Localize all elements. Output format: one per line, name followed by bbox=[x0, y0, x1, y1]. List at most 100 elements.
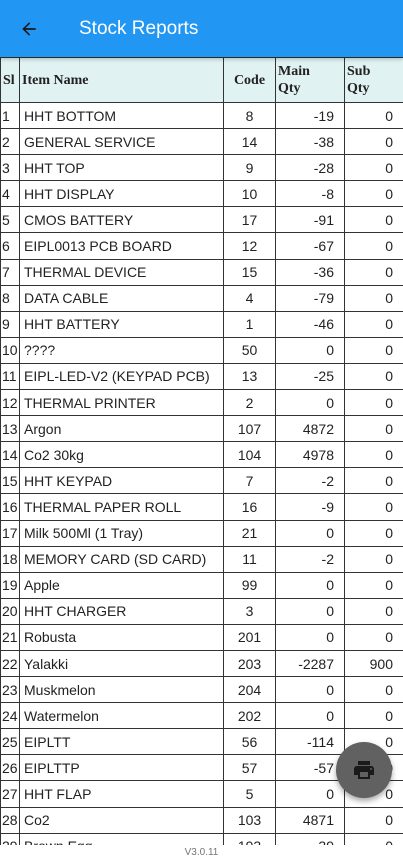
row-sub-qty-cell: 0 bbox=[344, 832, 403, 845]
table-row[interactable]: 21 Robusta 201 0 0 bbox=[0, 623, 403, 651]
row-sub-qty-cell: 0 bbox=[344, 284, 403, 312]
table-row[interactable]: 20 HHT CHARGER 3 0 0 bbox=[0, 597, 403, 625]
table-row[interactable]: 24 Watermelon 202 0 0 bbox=[0, 702, 403, 730]
row-item-name-cell: HHT KEYPAD bbox=[19, 467, 224, 495]
sub-qty-header-line1: Sub bbox=[347, 64, 371, 79]
row-code-cell: 7 bbox=[223, 467, 276, 495]
row-sub-qty-cell: 0 bbox=[344, 310, 403, 338]
row-sub-qty-cell: 0 bbox=[344, 571, 403, 599]
row-sl-cell: 10 bbox=[0, 336, 20, 364]
row-sl-cell: 18 bbox=[0, 545, 20, 573]
row-sub-qty-cell: 0 bbox=[344, 154, 403, 182]
row-item-name-cell: HHT DISPLAY bbox=[19, 180, 224, 208]
row-code-cell: 5 bbox=[223, 780, 276, 808]
row-code-cell: 99 bbox=[223, 571, 276, 599]
row-item-name-cell: GENERAL SERVICE bbox=[19, 128, 224, 156]
table-row[interactable]: 25 EIPLTT 56 -114 0 bbox=[0, 728, 403, 756]
row-sl-cell: 8 bbox=[0, 284, 20, 312]
table-row[interactable]: 6 EIPL0013 PCB BOARD 12 -67 0 bbox=[0, 232, 403, 260]
row-code-cell: 56 bbox=[223, 728, 276, 756]
print-button[interactable] bbox=[336, 742, 392, 798]
app-version: V3.0.11 bbox=[0, 845, 403, 867]
row-item-name-cell: Muskmelon bbox=[19, 676, 224, 704]
row-main-qty-cell: -25 bbox=[275, 362, 345, 391]
row-code-cell: 2 bbox=[223, 389, 276, 417]
row-item-name-cell: Apple bbox=[19, 571, 224, 599]
row-main-qty-cell: -8 bbox=[275, 180, 345, 208]
table-row[interactable]: 3 HHT TOP 9 -28 0 bbox=[0, 154, 403, 182]
row-main-qty-cell: 0 bbox=[275, 519, 345, 547]
row-sl-cell: 22 bbox=[0, 649, 20, 678]
row-code-cell: 107 bbox=[223, 415, 276, 443]
row-code-cell: 50 bbox=[223, 336, 276, 364]
row-code-cell: 202 bbox=[223, 702, 276, 730]
table-row[interactable]: 29Brown Egg193390 bbox=[0, 832, 403, 845]
row-code-cell: 10 bbox=[223, 180, 276, 208]
table-row[interactable]: 17 Milk 500Ml (1 Tray) 21 0 0 bbox=[0, 519, 403, 547]
table-row[interactable]: 14 Co2 30kg 104 4978 0 bbox=[0, 441, 403, 469]
page-title: Stock Reports bbox=[79, 17, 199, 39]
row-sl-cell: 3 bbox=[0, 154, 20, 182]
table-row[interactable]: 18 MEMORY CARD (SD CARD) 11 -2 0 bbox=[0, 545, 403, 573]
table-row[interactable]: 10???? 50 0 0 bbox=[0, 336, 403, 364]
row-sl-cell: 14 bbox=[0, 441, 20, 469]
row-item-name-cell: HHT FLAP bbox=[19, 780, 224, 808]
row-item-name-cell: HHT BOTTOM bbox=[19, 101, 224, 130]
row-code-cell: 8 bbox=[223, 101, 276, 130]
row-sub-qty-cell: 0 bbox=[344, 258, 403, 286]
row-sl-cell: 20 bbox=[0, 597, 20, 625]
row-main-qty-cell: -2287 bbox=[275, 649, 345, 678]
row-sub-qty-cell: 0 bbox=[344, 206, 403, 234]
stock-table: Sl Item Name Code Main Qty Sub Qty 1 HHT … bbox=[0, 57, 403, 845]
table-row[interactable]: 28 Co2 103 4871 0 bbox=[0, 806, 403, 834]
row-sl-cell: 5 bbox=[0, 206, 20, 234]
table-row[interactable]: 19 Apple 99 0 0 bbox=[0, 571, 403, 599]
row-sub-qty-cell: 900 bbox=[344, 649, 403, 678]
row-sub-qty-cell: 0 bbox=[344, 702, 403, 730]
table-row[interactable]: 15 HHT KEYPAD 7 -2 0 bbox=[0, 467, 403, 495]
main-qty-header-line2: Qty bbox=[278, 81, 301, 96]
table-row[interactable]: 13 Argon 107 4872 0 bbox=[0, 415, 403, 443]
row-main-qty-cell: 4978 bbox=[275, 441, 345, 469]
table-row[interactable]: 12 THERMAL PRINTER 2 0 0 bbox=[0, 389, 403, 417]
row-main-qty-cell: 0 bbox=[275, 702, 345, 730]
row-code-cell: 16 bbox=[223, 493, 276, 521]
table-row[interactable]: 1 HHT BOTTOM 8 -19 0 bbox=[0, 101, 403, 130]
table-row[interactable]: 22 Yalakki 203 -2287 900 bbox=[0, 649, 403, 678]
row-code-cell: 21 bbox=[223, 519, 276, 547]
row-code-cell: 17 bbox=[223, 206, 276, 234]
row-item-name-cell: EIPL-LED-V2 (KEYPAD PCB) bbox=[19, 362, 224, 391]
table-row[interactable]: 16 THERMAL PAPER ROLL 16 -9 0 bbox=[0, 493, 403, 521]
row-item-name-cell: Watermelon bbox=[19, 702, 224, 730]
row-main-qty-cell: -28 bbox=[275, 154, 345, 182]
row-sl-cell: 23 bbox=[0, 676, 20, 704]
row-item-name-cell: Milk 500Ml (1 Tray) bbox=[19, 519, 224, 547]
row-item-name-cell: Co2 30kg bbox=[19, 441, 224, 469]
row-item-name-cell: Brown Egg bbox=[19, 832, 224, 845]
row-sl-cell: 21 bbox=[0, 623, 20, 651]
row-item-name-cell: DATA CABLE bbox=[19, 284, 224, 312]
column-header-main-qty: Main Qty bbox=[275, 57, 345, 103]
row-item-name-cell: THERMAL PAPER ROLL bbox=[19, 493, 224, 521]
back-button[interactable] bbox=[0, 0, 58, 57]
row-item-name-cell: MEMORY CARD (SD CARD) bbox=[19, 545, 224, 573]
row-sub-qty-cell: 0 bbox=[344, 128, 403, 156]
row-main-qty-cell: 4872 bbox=[275, 415, 345, 443]
table-row[interactable]: 23 Muskmelon 204 0 0 bbox=[0, 676, 403, 704]
table-row[interactable]: 7 THERMAL DEVICE 15 -36 0 bbox=[0, 258, 403, 286]
table-row[interactable]: 2 GENERAL SERVICE 14 -38 0 bbox=[0, 128, 403, 156]
table-row[interactable]: 4 HHT DISPLAY 10 -8 0 bbox=[0, 180, 403, 208]
table-row[interactable]: 5 CMOS BATTERY 17 -91 0 bbox=[0, 206, 403, 234]
row-sl-cell: 26 bbox=[0, 754, 20, 782]
stock-table-container[interactable]: Sl Item Name Code Main Qty Sub Qty 1 HHT … bbox=[0, 57, 403, 845]
row-sl-cell: 1 bbox=[0, 101, 20, 130]
row-code-cell: 15 bbox=[223, 258, 276, 286]
row-code-cell: 11 bbox=[223, 545, 276, 573]
row-code-cell: 1 bbox=[223, 310, 276, 338]
table-row[interactable]: 11 EIPL-LED-V2 (KEYPAD PCB) 13 -25 0 bbox=[0, 362, 403, 391]
row-code-cell: 14 bbox=[223, 128, 276, 156]
table-row[interactable]: 9 HHT BATTERY 1 -46 0 bbox=[0, 310, 403, 338]
table-row[interactable]: 8 DATA CABLE 4 -79 0 bbox=[0, 284, 403, 312]
row-sub-qty-cell: 0 bbox=[344, 467, 403, 495]
column-header-sub-qty: Sub Qty bbox=[344, 57, 403, 103]
